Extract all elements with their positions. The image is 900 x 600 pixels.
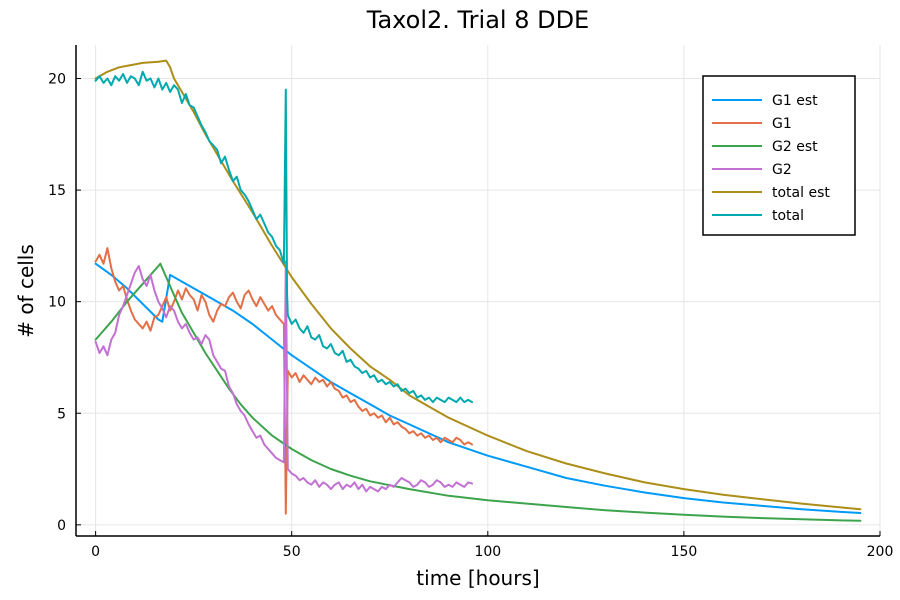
series-lines [94,59,862,522]
tick-labels: 0 50 100 150 200 0 5 10 15 20 [48,71,893,560]
x-tick-label: 50 [283,544,301,560]
legend: G1 est G1 G2 est G2 total est total [702,75,856,236]
series-total-est-line [94,59,862,511]
x-tick-label: 150 [671,544,698,560]
legend-box [702,75,856,236]
axes [75,45,881,537]
series-g2-line [94,260,474,493]
legend-label-total: total [772,208,804,224]
series-total-line [94,70,474,404]
y-tick-label: 5 [57,406,66,422]
y-tick-label: 20 [48,71,66,87]
x-tick-label: 100 [474,544,501,560]
series-g2-est-line [94,262,862,522]
y-tick-label: 15 [48,183,66,199]
series-g1-est-line [94,262,862,514]
legend-label-g2-est: G2 est [772,139,818,155]
legend-label-g2: G2 [772,162,792,178]
y-axis-title: # of cells [14,244,38,338]
legend-label-g1: G1 [772,116,792,132]
x-tick-label: 0 [91,544,100,560]
legend-label-total-est: total est [772,185,830,201]
x-axis-title: time [hours] [416,566,539,590]
y-tick-label: 10 [48,295,66,311]
legend-label-g1-est: G1 est [772,93,818,109]
x-tick-label: 200 [867,544,894,560]
chart-title: Taxol2. Trial 8 DDE [366,6,589,34]
y-tick-label: 0 [57,518,66,534]
